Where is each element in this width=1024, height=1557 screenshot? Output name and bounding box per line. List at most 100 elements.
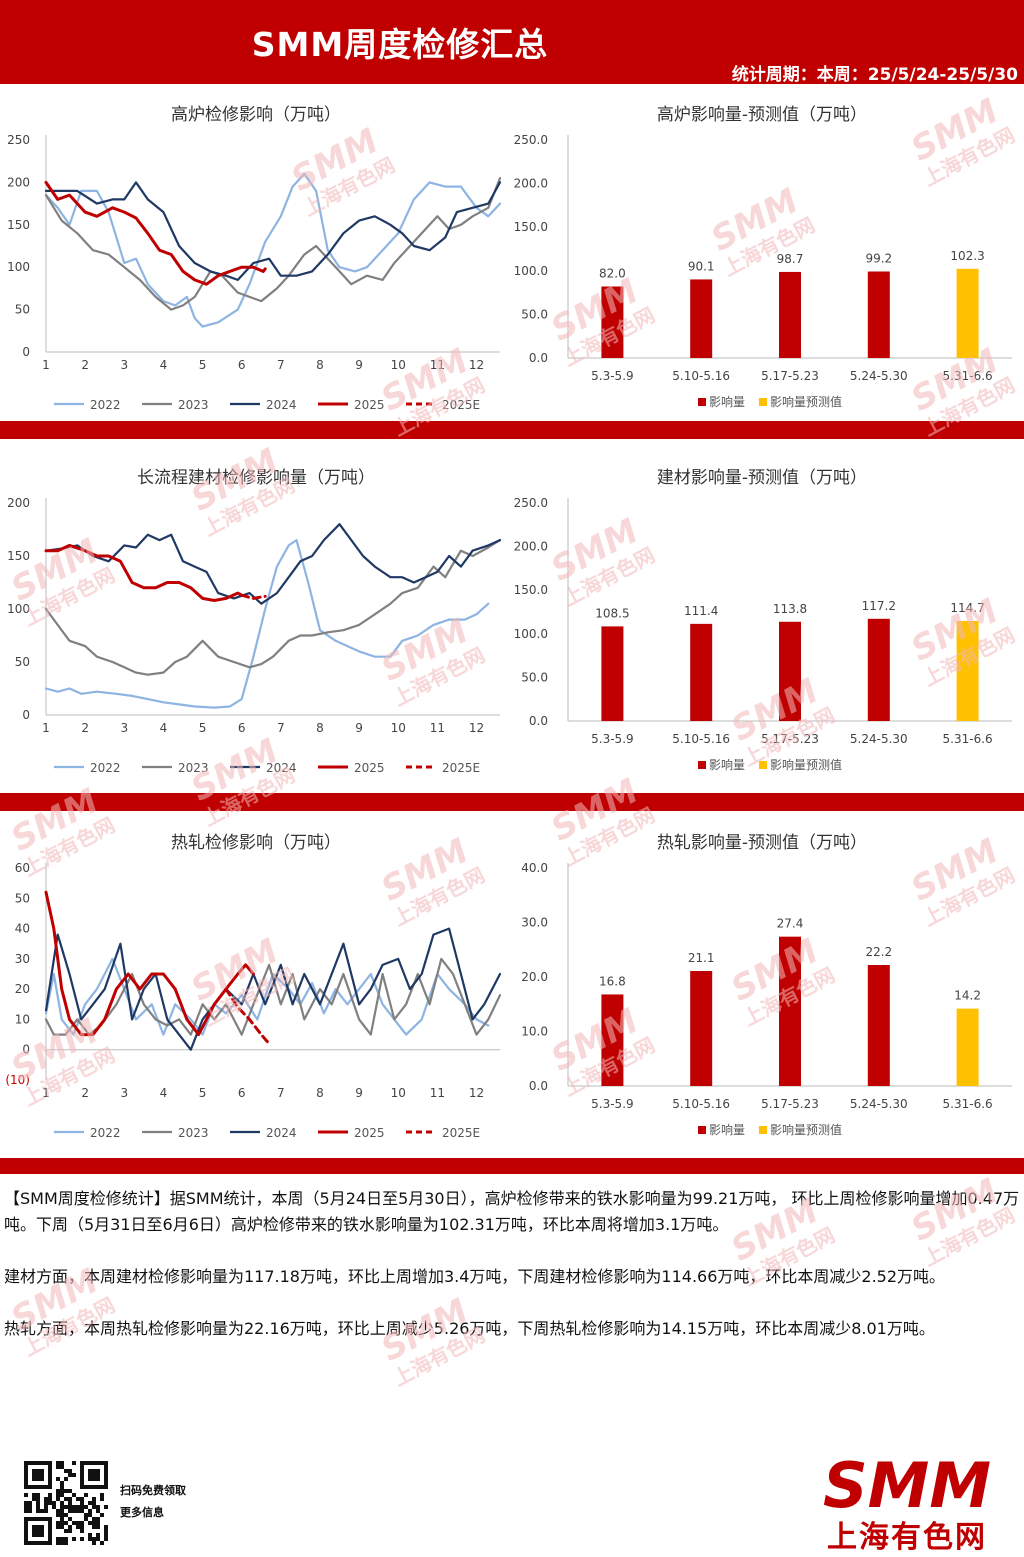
x-tick-label: 3 [120,1086,128,1100]
series-line-2025 [44,890,255,1037]
qr-module [64,1513,68,1517]
x-tick-label: 7 [277,721,285,735]
x-tick-label: 1 [42,721,50,735]
qr-module [36,1509,40,1513]
series-line-2022 [44,957,490,1036]
y-tick-label: 200 [7,496,30,510]
chart-title: 建材影响量-预测值（万吨） [657,468,867,488]
series-line-2023 [44,539,502,676]
bar-5.31-6.6 [956,268,979,358]
qr-module [72,1521,76,1525]
qr-module [64,1505,68,1509]
section-divider [0,1158,1024,1174]
qr-module [60,1461,64,1465]
x-tick-label: 2 [81,721,89,735]
x-tick-label: 5.10-5.16 [672,732,730,746]
qr-module [84,1517,88,1521]
qr-module [60,1465,64,1469]
qr-module [64,1477,68,1481]
x-tick-label: 6 [238,358,246,372]
y-tick-label: 40.0 [521,861,548,875]
y-tick-label: 200.0 [514,540,548,554]
qr-module [96,1509,100,1513]
x-tick-label: 5.3-5.9 [591,369,634,383]
y-tick-label: 150.0 [514,583,548,597]
legend-label: 2024 [266,1126,297,1140]
legend-swatch [759,761,767,769]
series-line-2024 [44,927,502,1051]
chart-title: 热轧影响量-预测值（万吨） [657,833,867,853]
data-label: 111.4 [684,604,718,618]
qr-module [80,1529,84,1533]
y-tick-label: 0 [22,345,30,359]
legend-label: 2025E [442,398,480,412]
qr-module [52,1505,56,1509]
x-tick-label: 5.17-5.23 [761,369,819,383]
x-tick-label: 9 [355,1086,363,1100]
qr-module [80,1497,84,1501]
data-label: 99.2 [865,251,892,265]
x-tick-label: 3 [120,721,128,735]
qr-module [76,1525,80,1529]
qr-module [92,1537,96,1541]
header-bar: SMM周度检修汇总 统计周期：本周：25/5/24-25/5/30 [0,0,1024,85]
y-tick-label: 100.0 [514,627,548,641]
qr-module [56,1513,60,1517]
y-tick-label: 50.0 [521,670,548,684]
x-tick-label: 5.31-6.6 [943,1097,993,1111]
qr-module [60,1517,64,1521]
x-tick-label: 1 [42,358,50,372]
x-tick-label: 4 [160,721,168,735]
x-tick-label: 7 [277,1086,285,1100]
bar-5.24-5.30 [867,618,890,721]
x-tick-label: 5.24-5.30 [850,369,908,383]
qr-module [44,1509,48,1513]
x-tick-label: 7 [277,358,285,372]
x-tick-label: 11 [430,1086,445,1100]
bar-5.31-6.6 [956,1008,979,1086]
qr-module [56,1521,60,1525]
qr-module [36,1493,40,1497]
y-tick-label: 0.0 [529,351,548,365]
qr-module [48,1501,52,1505]
qr-module [68,1473,72,1477]
y-tick-label: 10.0 [521,1025,548,1039]
bar-5.3-5.9 [601,626,624,721]
series-line-2024 [44,523,502,605]
qr-module [60,1501,64,1505]
section-divider [0,793,1024,811]
qr-module [68,1489,72,1493]
qr-module [56,1525,60,1529]
bar-5.24-5.30 [867,271,890,358]
legend-label: 2025E [442,1126,480,1140]
qr-module [104,1529,108,1533]
qr-module [64,1497,68,1501]
qr-module [56,1537,60,1541]
qr-module [68,1505,72,1509]
page-title: SMM周度检修汇总 [251,25,549,64]
x-tick-label: 12 [469,721,484,735]
bar-5.3-5.9 [601,994,624,1086]
data-label: 90.1 [688,259,715,273]
qr-code-icon[interactable] [24,1461,108,1545]
x-tick-label: 8 [316,1086,324,1100]
legend-label: 2025 [354,761,385,775]
qr-module [96,1517,100,1521]
qr-module [60,1505,64,1509]
qr-module [100,1541,104,1545]
qr-module [80,1521,84,1525]
qr-module [80,1509,84,1513]
y-tick-label: 250 [7,133,30,147]
qr-module [60,1513,64,1517]
y-tick-label: 40 [15,922,30,936]
footer: 扫码免费领取 更多信息 SMM 上海有色网 [0,1450,1024,1557]
qr-module [60,1525,64,1529]
qr-module [80,1501,84,1505]
legend-label: 影响量 [709,757,745,772]
series-line-2025E [224,987,271,1046]
y-tick-label: 50 [15,655,30,669]
legend-swatch [759,1126,767,1134]
legend-label: 2022 [90,761,121,775]
